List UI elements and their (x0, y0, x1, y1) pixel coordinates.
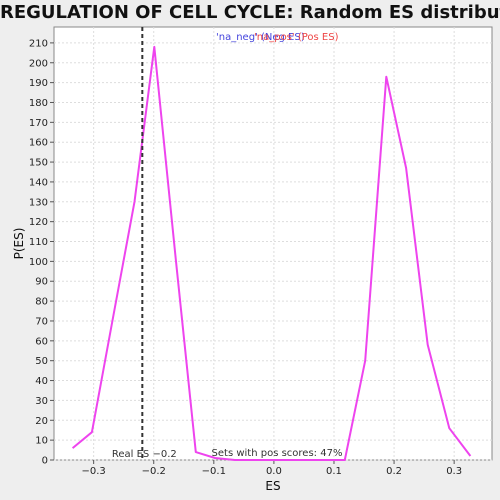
x-tick-label: −0.1 (202, 466, 226, 477)
x-tick-label: 0.2 (386, 466, 402, 477)
y-tick-label: 60 (35, 336, 48, 347)
y-tick-label: 130 (29, 197, 48, 208)
grid (54, 27, 492, 461)
series-layer (71, 45, 472, 461)
y-tick-label: 170 (29, 118, 48, 129)
y-tick-label: 40 (35, 376, 48, 387)
y-tick-label: 150 (29, 158, 48, 169)
y-axis-label: P(ES) (12, 228, 26, 260)
x-tick-label: 0.3 (446, 466, 462, 477)
y-tick-label: 190 (29, 78, 48, 89)
x-axis-label: ES (265, 479, 280, 493)
y-tick-label: 100 (29, 257, 48, 268)
pos-scores-annotation: Sets with pos scores: 47% (212, 448, 343, 459)
x-axis: −0.3 −0.2 −0.1 0.0 0.1 0.2 0.3 (82, 460, 462, 477)
y-tick-label: 180 (29, 98, 48, 109)
plot-area (53, 26, 493, 461)
y-tick-label: 80 (35, 297, 48, 308)
legend-entry-pos: 'na_pos' (Pos ES) (254, 32, 339, 43)
es-distribution-line (71, 45, 472, 461)
chart-title: REGULATION OF CELL CYCLE: Random ES dist… (0, 2, 500, 23)
y-tick-label: 70 (35, 316, 48, 327)
legend-entry-neg: 'na_neg' (Neg ES) (216, 32, 305, 43)
y-tick-label: 200 (29, 58, 48, 69)
x-tick-label: 0.0 (266, 466, 282, 477)
y-tick-label: 140 (29, 177, 48, 188)
y-tick-label: 30 (35, 396, 48, 407)
real-es-label: Real ES −0.2 (112, 449, 177, 460)
y-tick-label: 10 (35, 436, 48, 447)
y-tick-label: 160 (29, 138, 48, 149)
y-tick-label: 20 (35, 416, 48, 427)
y-tick-label: 120 (29, 217, 48, 228)
x-tick-label: 0.1 (326, 466, 342, 477)
y-axis: 0 10 20 30 40 50 60 70 80 90 100 110 120 130 140 150 160… (29, 38, 54, 467)
x-tick-label: −0.3 (82, 466, 106, 477)
y-tick-label: 90 (35, 277, 48, 288)
y-tick-label: 50 (35, 356, 48, 367)
y-tick-label: 210 (29, 38, 48, 49)
x-tick-label: −0.2 (142, 466, 166, 477)
y-tick-label: 110 (29, 237, 48, 248)
y-tick-label: 0 (42, 456, 48, 467)
